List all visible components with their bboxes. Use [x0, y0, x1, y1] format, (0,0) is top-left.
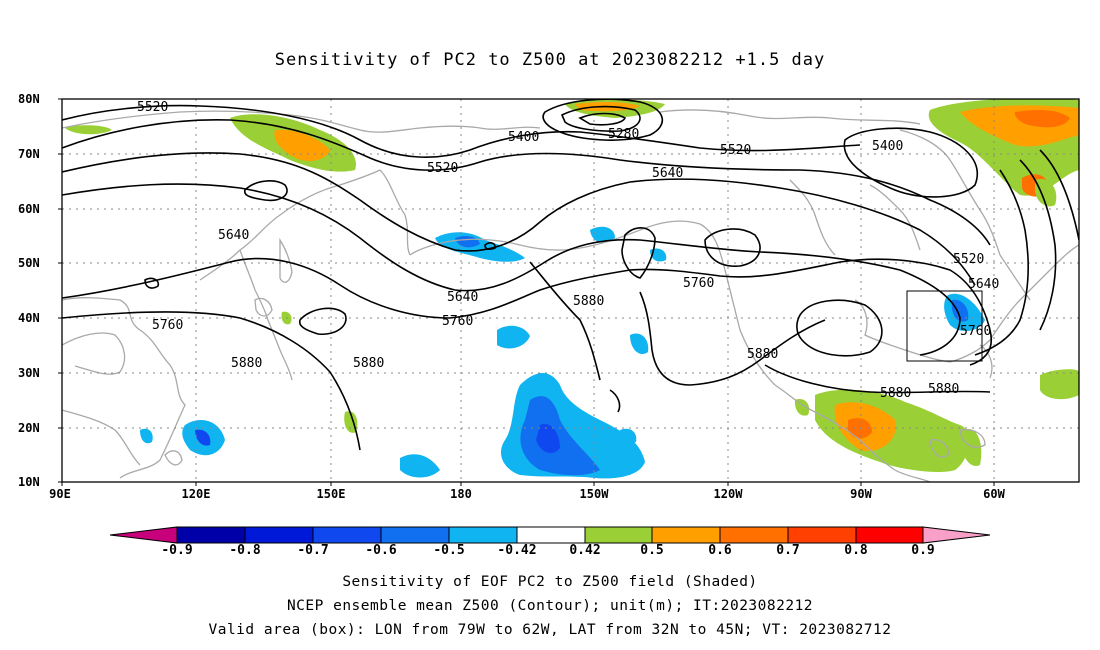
lon-label-150w: 150W — [579, 487, 609, 501]
lat-label-70n: 70N — [18, 147, 40, 161]
map-frame — [61, 98, 1080, 483]
colorbar-segment — [719, 526, 789, 544]
lon-label-180: 180 — [450, 487, 472, 501]
lat-label-10n: 10N — [18, 475, 40, 489]
colorbar-segment — [787, 526, 857, 544]
lat-label-40n: 40N — [18, 311, 40, 325]
colorbar-label: -0.9 — [161, 543, 193, 558]
colorbar-segment — [448, 526, 518, 544]
contour-label: 5880 — [880, 386, 911, 401]
colorbar-label: -0.42 — [497, 543, 537, 558]
contour-label: 5280 — [608, 127, 639, 142]
colorbar-segment — [855, 526, 924, 544]
lon-label-90e: 90E — [49, 487, 71, 501]
colorbar-label: -0.8 — [229, 543, 261, 558]
lat-label-80n: 80N — [18, 92, 40, 106]
lat-label-30n: 30N — [18, 366, 40, 380]
contour-label: 5640 — [968, 277, 999, 292]
contour-label: 5520 — [427, 161, 458, 176]
colorbar-segment — [312, 526, 382, 544]
caption-line-3: Valid area (box): LON from 79W to 62W, L… — [208, 622, 892, 638]
lon-label-60w: 60W — [983, 487, 1005, 501]
lat-label-60n: 60N — [18, 202, 40, 216]
colorbar-max-triangle — [922, 526, 991, 544]
colorbar-segment — [651, 526, 721, 544]
contour-label: 5640 — [218, 228, 249, 243]
contour-label: 5400 — [872, 139, 903, 154]
contour-label: 5760 — [152, 318, 183, 333]
colorbar-segment — [380, 526, 450, 544]
colorbar-label: -0.7 — [297, 543, 329, 558]
contour-label: 5760 — [960, 324, 991, 339]
colorbar-segment — [516, 526, 586, 544]
lat-label-50n: 50N — [18, 256, 40, 270]
contour-label: 5760 — [442, 314, 473, 329]
contour-label: 5880 — [231, 356, 262, 371]
colorbar-label: 0.9 — [911, 543, 935, 558]
contour-labels: 5520 5400 5280 5520 5520 5400 5640 5640 … — [137, 100, 999, 401]
contour-label: 5880 — [928, 382, 959, 397]
colorbar-segment — [176, 526, 246, 544]
colorbar-label: -0.5 — [433, 543, 465, 558]
caption-line-2: NCEP ensemble mean Z500 (Contour); unit(… — [286, 598, 814, 614]
sensitivity-shading — [65, 99, 1079, 479]
contour-label: 5520 — [137, 100, 168, 115]
lat-label-20n: 20N — [18, 421, 40, 435]
colorbar-label: 0.8 — [844, 543, 868, 558]
axis-ticks — [58, 98, 995, 486]
colorbar-label: 0.6 — [708, 543, 732, 558]
colorbar-segment — [584, 526, 653, 544]
colorbar-min-triangle — [109, 526, 178, 544]
lon-label-90w: 90W — [850, 487, 872, 501]
colorbar-label: 0.42 — [569, 543, 601, 558]
colorbar-label: 0.5 — [640, 543, 664, 558]
contour-label: 5880 — [747, 347, 778, 362]
contour-label: 5520 — [953, 252, 984, 267]
contour-label: 5640 — [447, 290, 478, 305]
lon-label-120w: 120W — [713, 487, 743, 501]
z500-contours — [62, 99, 1079, 451]
lon-label-150e: 150E — [316, 487, 346, 501]
contour-label: 5400 — [508, 130, 539, 145]
contour-label: 5640 — [652, 166, 683, 181]
colorbar-label: 0.7 — [776, 543, 800, 558]
valid-area-box — [906, 290, 983, 362]
caption-line-1: Sensitivity of EOF PC2 to Z500 field (Sh… — [342, 574, 758, 590]
colorbar-label: -0.6 — [365, 543, 397, 558]
coastlines — [62, 109, 1079, 482]
map-title: Sensitivity of PC2 to Z500 at 2023082212… — [274, 50, 826, 70]
contour-label: 5760 — [683, 276, 714, 291]
colorbar-segment — [244, 526, 314, 544]
lat-lon-grid — [62, 99, 1079, 482]
lon-label-120e: 120E — [181, 487, 211, 501]
contour-label: 5520 — [720, 143, 751, 158]
colorbar — [109, 526, 991, 544]
contour-label: 5880 — [573, 294, 604, 309]
contour-label: 5880 — [353, 356, 384, 371]
